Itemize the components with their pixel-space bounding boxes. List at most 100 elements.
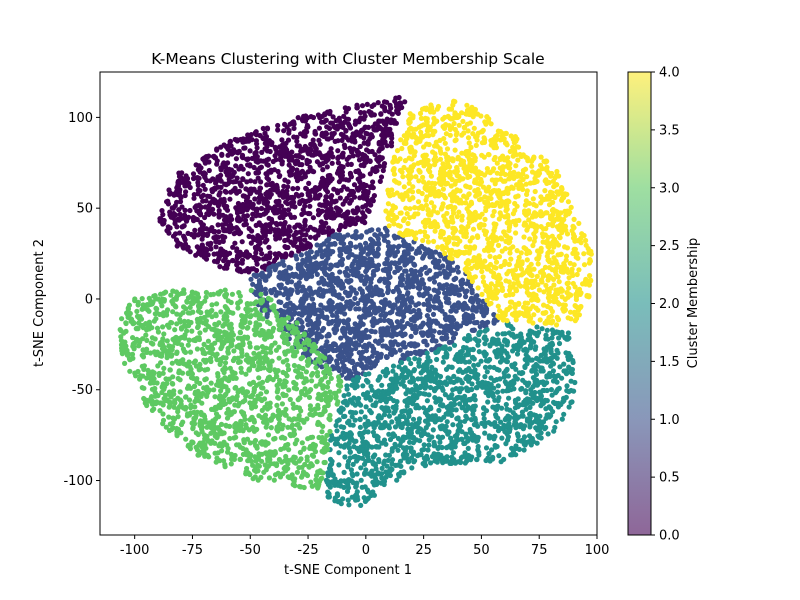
scatter-point <box>301 210 307 216</box>
scatter-point <box>337 195 343 201</box>
scatter-point <box>242 217 249 223</box>
scatter-point <box>369 263 375 269</box>
scatter-point <box>387 244 393 250</box>
scatter-point <box>512 373 518 379</box>
scatter-point <box>260 256 267 262</box>
scatter-point <box>534 382 541 388</box>
scatter-point <box>296 248 302 254</box>
scatter-point <box>481 311 487 317</box>
scatter-point <box>309 269 315 275</box>
scatter-point <box>424 412 430 418</box>
scatter-point <box>320 290 326 296</box>
scatter-point <box>520 426 527 432</box>
scatter-point <box>314 242 320 248</box>
scatter-point <box>363 404 369 410</box>
scatter-point <box>509 332 515 338</box>
scatter-point <box>440 387 446 393</box>
scatter-point <box>335 482 341 488</box>
scatter-point <box>291 199 297 205</box>
scatter-point <box>484 369 490 375</box>
scatter-point <box>347 371 353 377</box>
scatter-point <box>159 208 165 214</box>
scatter-point <box>291 195 297 201</box>
scatter-point <box>392 339 398 345</box>
scatter-point <box>339 285 345 291</box>
scatter-point <box>294 143 300 149</box>
scatter-point <box>167 191 173 197</box>
scatter-point <box>393 95 399 101</box>
scatter-point <box>534 440 540 446</box>
scatter-point <box>330 132 336 138</box>
scatter-point <box>359 484 365 490</box>
scatter-point <box>439 444 445 451</box>
scatter-point <box>552 424 558 431</box>
scatter-point <box>549 354 555 361</box>
scatter-point <box>388 321 395 327</box>
scatter-point <box>285 179 291 185</box>
scatter-point <box>291 214 298 220</box>
scatter-point <box>402 301 408 307</box>
scatter-point <box>201 170 207 176</box>
scatter-point <box>177 211 183 217</box>
scatter-point <box>386 391 392 397</box>
scatter-point <box>394 104 400 110</box>
scatter-point <box>197 330 203 336</box>
scatter-point <box>275 189 281 195</box>
scatter-point <box>474 319 480 326</box>
scatter-point <box>240 176 246 182</box>
scatter-point <box>316 137 322 143</box>
scatter-point <box>280 188 286 194</box>
scatter-point <box>234 210 241 216</box>
scatter-point <box>460 355 466 361</box>
scatter-point <box>236 268 242 274</box>
scatter-point <box>522 397 529 403</box>
scatter-point <box>311 142 317 148</box>
scatter-point <box>297 170 304 176</box>
scatter-point <box>509 364 516 370</box>
scatter-point <box>182 241 189 247</box>
scatter-point <box>394 264 400 271</box>
scatter-point <box>387 102 393 108</box>
scatter-point <box>278 209 284 215</box>
scatter-point <box>440 263 446 269</box>
scatter-point <box>236 229 242 235</box>
scatter-point <box>374 156 380 162</box>
scatter-point <box>358 174 364 180</box>
scatter-point <box>215 222 221 228</box>
scatter-point <box>363 245 369 251</box>
scatter-point <box>397 257 403 263</box>
scatter-point <box>307 285 313 291</box>
scatter-point <box>338 424 344 430</box>
scatter-point <box>358 402 364 408</box>
scatter-point <box>341 211 347 218</box>
scatter-point <box>248 186 255 192</box>
scatter-point <box>364 229 370 235</box>
scatter-point <box>518 334 524 340</box>
scatter-point <box>236 148 242 154</box>
scatter-point <box>451 342 458 348</box>
scatter-point <box>482 380 489 386</box>
scatter-point <box>400 378 406 385</box>
scatter-point <box>356 448 362 454</box>
scatter-point <box>302 273 308 279</box>
scatter-point <box>363 274 370 280</box>
scatter-point <box>416 357 422 363</box>
scatter-point <box>418 383 424 389</box>
scatter-point <box>346 391 352 397</box>
scatter-point <box>358 409 364 415</box>
scatter-point <box>361 218 367 224</box>
scatter-point <box>379 155 385 161</box>
scatter-point <box>446 429 452 435</box>
scatter-point <box>294 138 300 144</box>
scatter-point <box>347 200 353 206</box>
scatter-point <box>450 402 456 408</box>
scatter-point <box>358 353 364 359</box>
scatter-point <box>240 252 246 258</box>
scatter-point <box>182 237 188 243</box>
scatter-point <box>334 361 340 367</box>
scatter-point <box>490 336 496 342</box>
scatter-point <box>384 228 390 234</box>
scatter-point <box>482 341 488 347</box>
scatter-point <box>371 482 377 488</box>
scatter-point <box>397 442 403 448</box>
